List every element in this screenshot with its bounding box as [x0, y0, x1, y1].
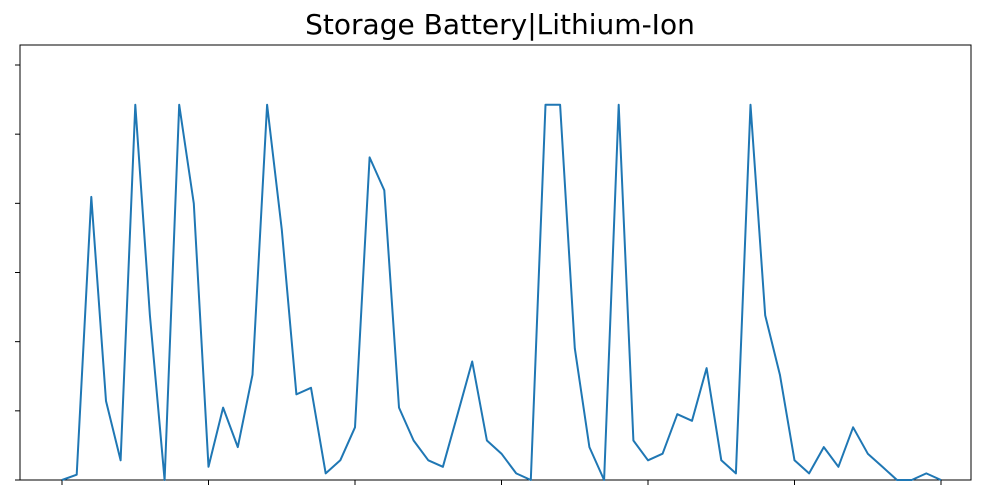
chart-title: Storage Battery|Lithium-Ion: [305, 8, 695, 41]
series-line: [61, 103, 942, 481]
x-axis-ticks: [61, 480, 942, 485]
series-group: [61, 103, 942, 481]
y-axis-ticks: [15, 64, 20, 481]
plot-frame: [19, 44, 972, 481]
